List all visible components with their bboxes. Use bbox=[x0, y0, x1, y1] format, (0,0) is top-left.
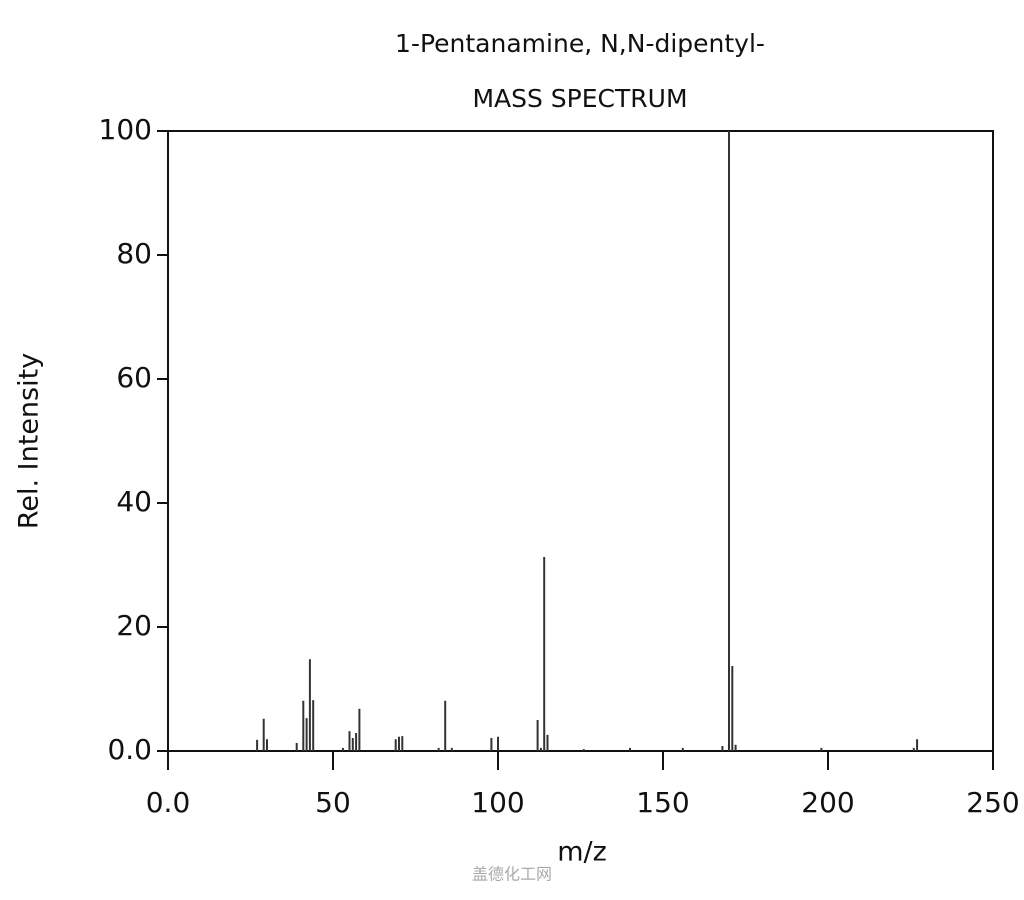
y-axis-label: Rel. Intensity bbox=[14, 353, 45, 529]
y-tick-label: 40 bbox=[116, 485, 152, 518]
x-tick-label: 200 bbox=[801, 786, 854, 819]
x-tick-label: 100 bbox=[471, 786, 524, 819]
chart-title: 1-Pentanamine, N,N-dipentyl- bbox=[395, 29, 765, 58]
y-tick-label: 60 bbox=[116, 361, 152, 394]
y-tick-label: 0.0 bbox=[107, 733, 152, 766]
x-tick-label: 250 bbox=[966, 786, 1019, 819]
plot-frame bbox=[167, 130, 994, 752]
watermark: 盖德化工网 bbox=[472, 865, 552, 884]
y-tick-label: 20 bbox=[116, 609, 152, 642]
x-tick-label: 0.0 bbox=[146, 786, 191, 819]
chart-subtitle: MASS SPECTRUM bbox=[472, 84, 687, 113]
x-tick-label: 50 bbox=[315, 786, 351, 819]
x-tick-label: 150 bbox=[636, 786, 689, 819]
y-tick-label: 80 bbox=[116, 237, 152, 270]
x-axis-label: m/z bbox=[557, 837, 607, 868]
y-tick-label: 100 bbox=[99, 113, 152, 146]
